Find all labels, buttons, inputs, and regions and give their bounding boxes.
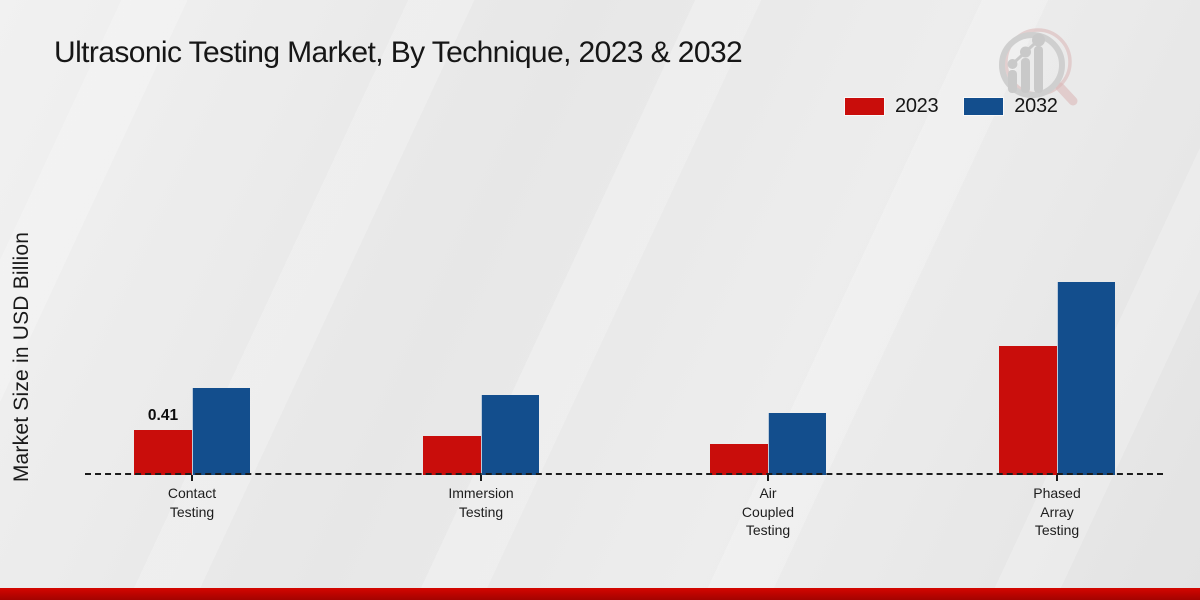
x-axis-tick-air-coupled-testing [767,475,769,481]
bar-2023-air-coupled-testing [710,444,768,475]
legend: 2023 2032 [845,94,1058,118]
bar-value-label-contact-testing: 0.41 [147,407,179,424]
x-axis-tick-contact-testing [191,475,193,481]
bar-2023-contact-testing [134,430,192,475]
legend-swatch-2032-icon [964,97,1004,115]
legend-label-2032: 2032 [1014,94,1058,117]
footer-accent-band [0,588,1200,600]
bar-2023-phased-array-testing [999,346,1057,475]
x-axis-tick-immersion-testing [480,475,482,481]
x-axis-baseline [85,473,1163,475]
legend-item-2032: 2032 [964,94,1058,118]
x-axis-tick-phased-array-testing [1056,475,1058,481]
bar-2032-immersion-testing [481,395,539,475]
bar-2032-contact-testing [192,388,250,475]
legend-label-2023: 2023 [895,94,939,117]
legend-item-2023: 2023 [845,94,939,118]
category-label-phased-array-testing: Phased Array Testing [1033,485,1081,538]
category-label-air-coupled-testing: Air Coupled Testing [741,485,795,538]
magnifier-growth-chart-logo-icon [999,28,1078,106]
bar-2023-immersion-testing [423,436,481,475]
legend-swatch-2023-icon [845,97,884,115]
bar-2032-air-coupled-testing [768,413,826,475]
chart-title: Ultrasonic Testing Market, By Technique,… [54,36,743,69]
category-label-immersion-testing: Immersion Testing [448,485,514,520]
bar-2032-phased-array-testing [1057,282,1115,475]
category-label-contact-testing: Contact Testing [167,485,217,520]
